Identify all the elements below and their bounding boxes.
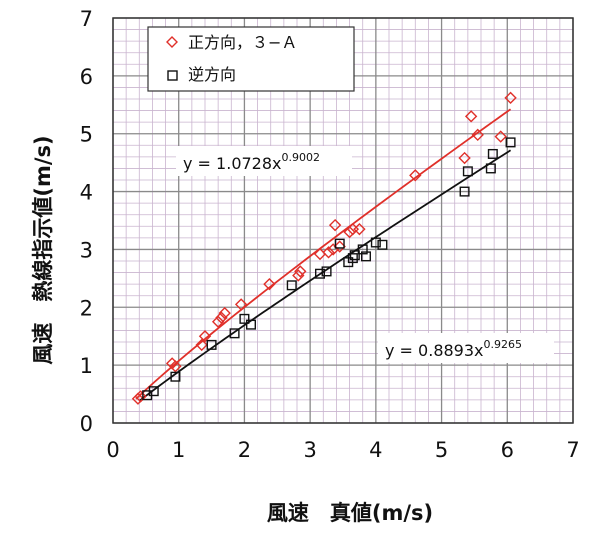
data-point-forward [234, 298, 248, 311]
data-point-forward [353, 222, 366, 236]
legend-marker-reverse [167, 70, 178, 81]
data-point-reverse [485, 163, 496, 174]
data-point-reverse [321, 266, 332, 277]
legend-label-reverse: 逆方向 [188, 65, 236, 84]
legend: 正方向，３−Ａ 逆方向 [147, 26, 355, 92]
fit-equation-reverse: y = 0.8893x0.9265 [378, 333, 554, 363]
equation-forward-base: y = 1.0728x [183, 154, 282, 173]
data-point-reverse [462, 166, 473, 177]
equation-reverse-base: y = 0.8893x [385, 341, 484, 360]
data-point-reverse [361, 251, 372, 262]
y-tick-label: 4 [80, 181, 93, 205]
data-point-reverse [245, 319, 256, 330]
data-points [131, 91, 517, 405]
data-point-forward [464, 110, 478, 123]
tick-labels: 0 1 2 3 4 5 6 7 0 1 2 3 4 5 6 7 [80, 7, 580, 462]
data-point-forward [218, 306, 231, 320]
x-axis-label: 風速 真値(m/s) [267, 501, 433, 525]
data-point-forward [195, 338, 208, 352]
data-point-forward [131, 392, 145, 405]
y-tick-label: 2 [80, 296, 93, 320]
data-point-forward [328, 218, 342, 232]
equation-forward-text: y = 1.0728x0.9002 [183, 151, 320, 173]
legend-marker-forward [166, 36, 178, 48]
y-tick-label: 0 [80, 412, 93, 436]
data-point-forward [263, 277, 276, 291]
y-tick-label: 3 [80, 238, 93, 262]
data-point-forward [169, 360, 182, 373]
equation-reverse-text: y = 0.8893x0.9265 [385, 338, 522, 360]
data-point-forward [504, 91, 517, 105]
data-point-reverse [487, 148, 498, 159]
data-point-reverse [315, 268, 326, 279]
x-tick-label: 0 [106, 438, 119, 462]
data-point-reverse [286, 280, 297, 291]
data-point-reverse [349, 250, 360, 261]
x-tick-label: 6 [501, 438, 514, 462]
data-point-reverse [370, 237, 381, 248]
data-point-reverse [148, 386, 159, 397]
data-point-forward [494, 130, 507, 143]
data-point-reverse [229, 328, 240, 339]
data-point-forward [292, 269, 305, 282]
data-point-reverse [347, 253, 358, 264]
x-tick-label: 2 [238, 438, 251, 462]
data-point-reverse [357, 244, 368, 255]
data-point-reverse [505, 137, 516, 148]
data-point-reverse [206, 339, 217, 350]
x-tick-label: 7 [566, 438, 579, 462]
data-point-forward [322, 246, 335, 259]
data-point-forward [409, 169, 422, 182]
x-tick-label: 4 [369, 438, 382, 462]
data-point-reverse [239, 313, 250, 324]
data-point-forward [333, 240, 346, 253]
equation-background [176, 146, 352, 176]
data-point-forward [211, 315, 225, 328]
y-axis-label: 風速 熱線指示値(m/s) [31, 135, 55, 364]
plot-frame [112, 17, 574, 424]
equation-background [378, 333, 554, 363]
fit-line-forward [135, 108, 512, 400]
data-point-reverse [334, 238, 345, 249]
x-tick-label: 1 [172, 438, 185, 462]
data-point-forward [343, 225, 356, 239]
data-point-reverse [170, 371, 181, 382]
data-point-forward [471, 128, 484, 142]
data-point-forward [294, 265, 307, 278]
y-tick-label: 1 [80, 354, 93, 378]
x-tick-label: 5 [435, 438, 448, 462]
fit-equation-forward: y = 1.0728x0.9002 [176, 146, 352, 176]
legend-label-forward: 正方向，３−Ａ [188, 33, 297, 52]
equation-forward-exponent: 0.9002 [282, 151, 321, 164]
data-point-forward [198, 330, 212, 343]
equation-reverse-exponent: 0.9265 [484, 338, 523, 351]
y-tick-label: 7 [80, 7, 93, 31]
data-point-forward [458, 151, 471, 165]
x-tick-label: 3 [303, 438, 316, 462]
data-point-reverse [459, 186, 470, 197]
data-point-forward [134, 390, 147, 403]
data-point-reverse [377, 239, 388, 250]
y-tick-label: 6 [80, 65, 93, 89]
y-tick-label: 5 [80, 123, 93, 147]
legend-box [147, 26, 355, 92]
data-point-forward [215, 311, 228, 324]
